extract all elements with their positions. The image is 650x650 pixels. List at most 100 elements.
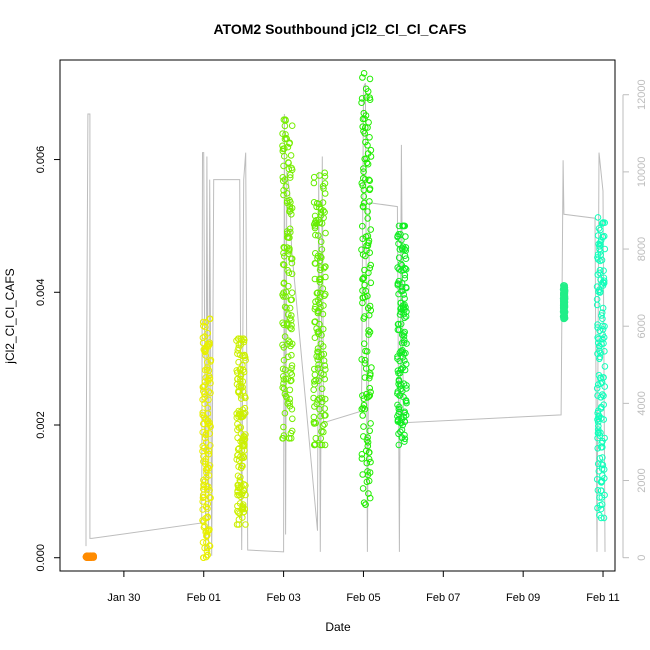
data-point: [595, 371, 603, 379]
data-point: [364, 215, 372, 222]
data-point: [364, 150, 372, 157]
data-point: [394, 401, 401, 409]
data-point: [394, 390, 401, 397]
secondary-y-tick-label: 0: [636, 555, 648, 561]
data-point: [397, 260, 405, 268]
data-point: [234, 452, 242, 459]
data-point: [597, 393, 605, 401]
data-point: [363, 437, 371, 444]
data-point: [358, 95, 366, 102]
data-point: [561, 282, 569, 290]
data-point: [205, 396, 212, 404]
data-point: [395, 222, 403, 230]
data-point: [316, 395, 323, 402]
data-point: [233, 337, 240, 344]
data-point: [365, 176, 373, 184]
data-point: [561, 285, 568, 293]
data-point: [360, 401, 368, 409]
data-point: [395, 240, 402, 247]
data-point: [281, 122, 289, 130]
data-point: [366, 374, 373, 382]
data-point: [204, 513, 211, 521]
data-point: [395, 441, 403, 449]
data-point: [199, 442, 207, 450]
data-point: [401, 435, 409, 443]
data-point: [280, 191, 287, 199]
data-point: [594, 271, 602, 278]
data-point: [321, 412, 328, 419]
data-point: [288, 312, 295, 319]
data-point: [394, 417, 402, 424]
data-point: [314, 365, 322, 372]
data-point: [366, 186, 374, 194]
x-tick-label: Feb 07: [426, 592, 460, 604]
data-point: [593, 476, 601, 483]
data-point: [398, 426, 406, 434]
data-point: [362, 287, 370, 295]
data-point: [361, 360, 369, 367]
data-point: [238, 491, 246, 498]
data-point: [234, 434, 241, 442]
data-point: [283, 244, 291, 251]
data-point: [201, 366, 209, 374]
data-point: [401, 301, 408, 309]
data-point: [312, 231, 319, 239]
data-point: [358, 451, 366, 458]
secondary-y-tick-label: 8000: [636, 237, 648, 261]
data-point: [366, 449, 373, 456]
data-point: [320, 185, 327, 192]
data-point: [206, 430, 214, 437]
data-point: [202, 431, 209, 439]
data-point: [321, 263, 329, 271]
data-point: [320, 264, 328, 272]
data-point: [366, 177, 374, 184]
data-point: [237, 464, 245, 472]
data-point: [281, 333, 289, 340]
data-point: [594, 324, 601, 331]
data-point: [282, 134, 290, 142]
data-point: [242, 431, 249, 438]
data-point: [401, 275, 409, 282]
y-tick-label: 0.004: [35, 279, 47, 307]
data-point: [235, 344, 242, 352]
data-point: [202, 374, 210, 381]
data-point: [315, 361, 322, 368]
data-point: [313, 353, 321, 360]
data-point: [401, 336, 408, 344]
data-point: [200, 524, 208, 531]
data-point: [199, 506, 206, 513]
data-point: [401, 357, 408, 364]
data-point: [399, 305, 407, 312]
data-point: [403, 284, 410, 292]
data-point: [403, 385, 410, 392]
data-point: [314, 348, 321, 356]
data-point: [289, 415, 296, 423]
data-point: [234, 507, 241, 515]
data-point: [199, 409, 206, 417]
data-point: [365, 239, 372, 247]
data-point: [311, 365, 318, 373]
data-point: [199, 539, 207, 546]
data-point: [200, 481, 207, 489]
data-point: [401, 438, 408, 445]
data-point: [402, 244, 410, 251]
data-point: [288, 325, 295, 333]
data-point: [596, 245, 603, 253]
data-point: [283, 320, 291, 328]
data-point: [600, 277, 608, 285]
data-point: [235, 358, 242, 366]
series-8: [593, 214, 609, 522]
data-point: [366, 392, 374, 399]
data-point: [311, 318, 319, 325]
data-point: [202, 318, 210, 326]
data-point: [321, 208, 328, 216]
data-point: [400, 266, 407, 274]
data-point: [239, 352, 246, 360]
data-point: [367, 261, 375, 269]
data-point: [286, 386, 294, 394]
data-point: [597, 405, 605, 412]
data-point: [364, 434, 371, 441]
data-point: [316, 257, 324, 265]
data-point: [398, 283, 406, 291]
data-point: [288, 371, 296, 379]
